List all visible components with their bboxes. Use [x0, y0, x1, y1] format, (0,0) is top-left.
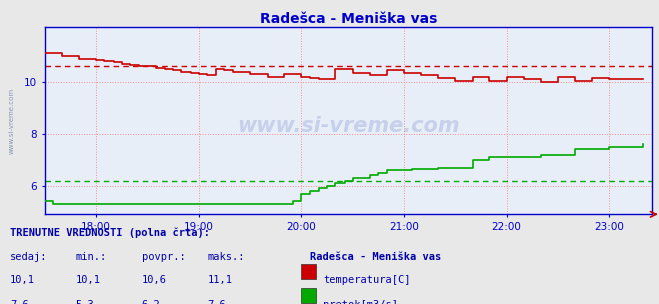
- Text: 11,1: 11,1: [208, 275, 233, 285]
- Text: TRENUTNE VREDNOSTI (polna črta):: TRENUTNE VREDNOSTI (polna črta):: [10, 228, 210, 238]
- Text: 10,6: 10,6: [142, 275, 167, 285]
- Text: pretok[m3/s]: pretok[m3/s]: [323, 300, 398, 304]
- Title: Radešca - Meniška vas: Radešca - Meniška vas: [260, 12, 438, 26]
- Text: 7,6: 7,6: [208, 300, 226, 304]
- Text: 7,6: 7,6: [10, 300, 28, 304]
- Bar: [301, 264, 316, 278]
- Text: 10,1: 10,1: [10, 275, 35, 285]
- Text: min.:: min.:: [76, 252, 107, 262]
- Text: www.si-vreme.com: www.si-vreme.com: [9, 88, 14, 154]
- Text: sedaj:: sedaj:: [10, 252, 47, 262]
- Bar: [301, 288, 316, 303]
- Text: Radešca - Meniška vas: Radešca - Meniška vas: [310, 252, 441, 262]
- Text: www.si-vreme.com: www.si-vreme.com: [237, 116, 460, 136]
- Text: povpr.:: povpr.:: [142, 252, 185, 262]
- Text: 10,1: 10,1: [76, 275, 101, 285]
- Text: 5,3: 5,3: [76, 300, 94, 304]
- Text: maks.:: maks.:: [208, 252, 245, 262]
- Text: temperatura[C]: temperatura[C]: [323, 275, 411, 285]
- Text: 6,2: 6,2: [142, 300, 160, 304]
